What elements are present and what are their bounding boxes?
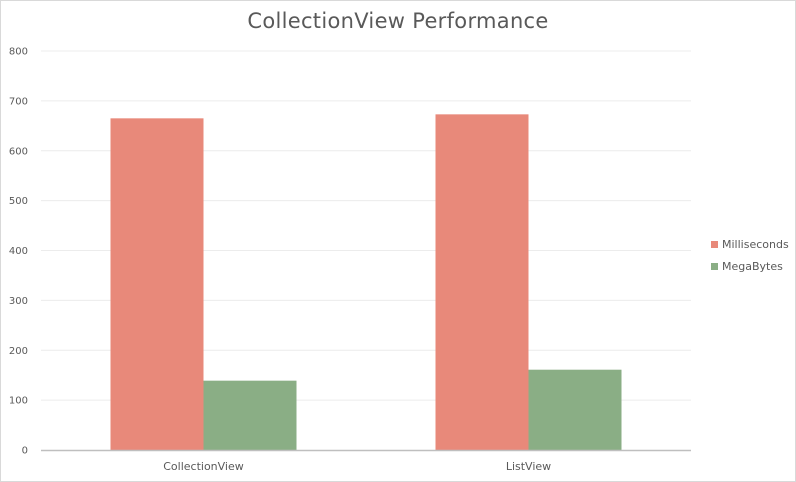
y-tick-label: 600	[9, 146, 28, 157]
bar-milliseconds-listview	[435, 114, 529, 450]
legend-swatch-milliseconds	[711, 241, 718, 248]
bar-megabytes-listview	[528, 369, 622, 450]
bar-milliseconds-collectionview	[110, 118, 204, 451]
chart-title: CollectionView Performance	[247, 9, 549, 33]
y-tick-label: 700	[9, 96, 28, 107]
x-category-label: ListView	[506, 460, 551, 473]
legend-label-megabytes: MegaBytes	[722, 260, 783, 273]
y-tick-label: 400	[9, 246, 28, 257]
y-tick-label: 0	[22, 446, 28, 457]
y-tick-label: 100	[9, 396, 28, 407]
legend-label-milliseconds: Milliseconds	[722, 238, 789, 251]
legend-swatch-megabytes	[711, 263, 718, 270]
y-tick-label: 500	[9, 196, 28, 207]
y-tick-label: 300	[9, 296, 28, 307]
x-category-label: CollectionView	[163, 460, 244, 473]
y-tick-label: 800	[9, 47, 28, 58]
y-tick-label: 200	[9, 346, 28, 357]
bar-megabytes-collectionview	[203, 380, 297, 450]
